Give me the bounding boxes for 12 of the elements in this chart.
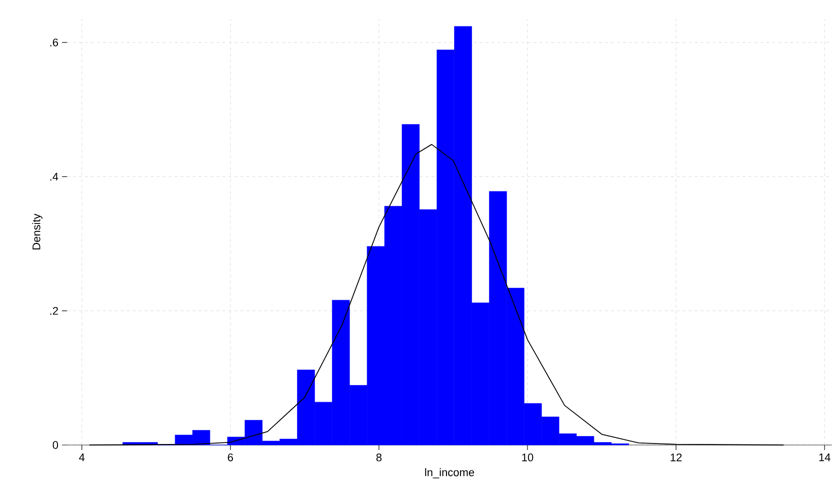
y-tick-label: 0 [52, 441, 58, 449]
x-tick-label: 8 [376, 454, 382, 462]
x-tick-label: 6 [228, 454, 233, 462]
y-axis-title: Density [32, 214, 42, 250]
x-tick-label: 12 [670, 454, 682, 462]
y-tick-label: .2 [50, 306, 58, 315]
x-tick-label: 14 [819, 454, 830, 462]
x-tick-label: 10 [522, 454, 534, 462]
x-tick-label: 4 [79, 454, 85, 462]
y-tick-label: .4 [50, 172, 58, 180]
x-axis-title: ln_income [425, 468, 474, 478]
y-tick-label: .6 [50, 38, 58, 46]
